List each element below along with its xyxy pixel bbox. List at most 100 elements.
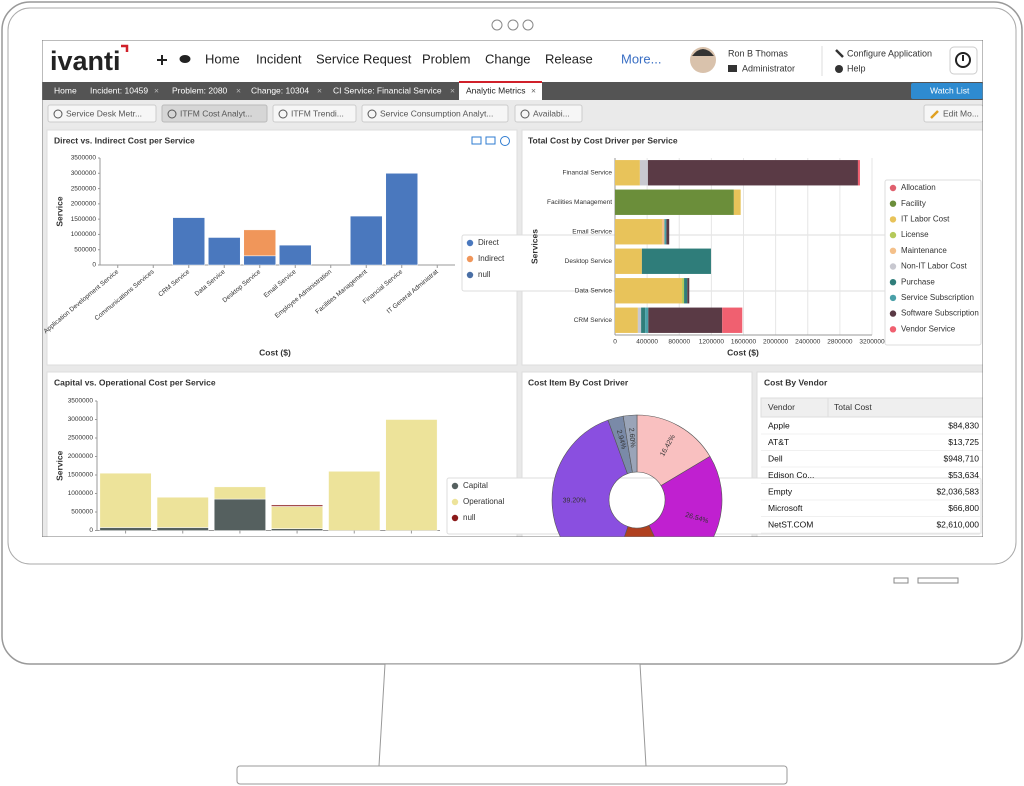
tab[interactable]: Change: 10304 [251,85,309,95]
y-tick-label: 3500000 [71,155,97,162]
tab-close[interactable]: × [154,85,159,95]
legend-label: Non-IT Labor Cost [901,262,967,271]
tab-close[interactable]: × [317,85,322,95]
bar [156,527,209,531]
nav-item[interactable]: Problem [422,51,470,66]
tab[interactable]: Home [54,85,77,95]
data-label: 2.60% [627,428,636,448]
bar [156,496,209,528]
edit-icon [930,110,939,119]
nav-item[interactable]: Release [545,51,593,66]
gauge-icon [53,109,63,119]
user-role: Administrator [742,63,795,73]
power-icon [955,52,971,68]
wrench-icon [835,49,844,58]
table-cell: Empty [768,486,793,496]
table-cell: NetST.COM [768,519,813,529]
y-axis-label: Service [54,450,64,481]
tab[interactable]: CI Service: Financial Service [333,85,442,95]
tab-close[interactable]: × [450,85,455,95]
dashboard-label[interactable]: ITFM Trendi... [291,108,344,118]
nav-more[interactable]: More... [621,51,661,66]
dashboard-tab[interactable] [361,104,509,123]
dashboard-label[interactable]: Service Consumption Analyt... [380,108,493,118]
bar [666,219,670,245]
add-icon[interactable] [157,55,167,65]
column-header: Total Cost [834,402,872,412]
legend-label: Software Subscription [901,309,979,318]
chat-icon[interactable] [179,55,191,63]
help-link[interactable]: Help [847,63,866,73]
dashboard-tab-active[interactable] [161,104,268,123]
tab[interactable]: Incident: 10459 [90,85,148,95]
table-cell: $2,610,000 [936,519,979,529]
y-tick-label: Financial Service [563,169,613,176]
y-tick-label: 2000000 [68,453,94,460]
legend-swatch [889,326,897,333]
y-tick-label: 3500000 [68,398,94,405]
nav-item[interactable]: Home [205,51,240,66]
maximize-icon[interactable] [471,136,482,145]
x-tick-label: 1600000 [731,339,757,346]
y-tick-label: 1500000 [68,472,94,479]
export-icon[interactable] [485,136,496,145]
bar [172,217,205,266]
edit-label[interactable]: Edit Mo... [943,108,979,118]
x-axis-label: Cost ($) [259,347,291,357]
watch-list-button[interactable] [911,83,983,99]
dashboard-tab[interactable] [514,104,583,123]
legend-label: Direct [478,238,500,247]
legend-swatch [889,184,897,192]
config-link[interactable]: Configure Application [847,48,932,58]
nav-item[interactable]: Incident [256,51,302,66]
legend-label: Capital [463,481,488,490]
tab[interactable]: Problem: 2080 [172,85,228,95]
bar [648,307,723,333]
table-cell: Apple [768,420,790,430]
legend-label: Indirect [478,254,505,263]
role-icon [728,65,737,72]
help-icon [835,65,843,73]
panel-title: Cost By Vendor [764,377,828,387]
legend-swatch [466,255,474,263]
y-tick-label: 3000000 [68,416,94,423]
donut-slice [648,455,723,537]
column-header: Vendor [768,402,795,412]
legend-label: null [463,513,476,522]
button [917,577,959,584]
bar [733,189,741,215]
table-cell: Microsoft [768,503,803,513]
dashboard-tab[interactable] [47,104,157,123]
logo-mark [121,44,129,52]
legend-swatch [451,498,459,506]
active-tab-marker [459,81,542,83]
dashboard-label[interactable]: ITFM Cost Analyt... [180,108,252,118]
y-tick-label: 0 [89,527,93,534]
watch-list-label[interactable]: Watch List [930,85,970,95]
active-tab[interactable] [459,82,542,100]
avatar-hair [692,49,714,56]
dashboard-label[interactable]: Service Desk Metr... [66,108,142,118]
bar [641,248,711,274]
tab-close[interactable]: × [531,85,536,95]
y-axis-label: Service [54,196,64,227]
stand-base [236,765,788,785]
data-label: 2.94% [615,429,627,450]
edit-button[interactable] [923,104,983,123]
table-cell: $13,725 [948,437,979,447]
nav-item[interactable]: Change [485,51,531,66]
tab-close[interactable]: × [236,85,241,95]
screen: ivanti Home Incident Service Request Pro… [42,40,983,537]
nav-item[interactable]: Service Request [316,51,412,66]
dashboard-label[interactable]: Availabi... [533,108,570,118]
bar [213,486,266,500]
table-cell: AT&T [768,437,789,447]
donut-slice [623,524,655,537]
info-icon[interactable] [500,136,510,146]
legend-swatch [889,294,897,302]
data-label: 39.20% [563,497,587,504]
x-axis-label: Cost ($) [727,347,759,357]
bar [645,307,649,333]
tab[interactable]: Analytic Metrics [466,85,526,95]
dashboard-tab[interactable] [272,104,357,123]
